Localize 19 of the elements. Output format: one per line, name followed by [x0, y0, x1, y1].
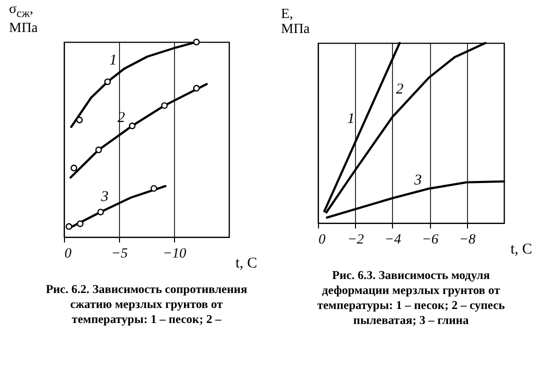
x-tick-label: 0 — [64, 246, 72, 262]
y-axis-title: E, МПа — [281, 7, 311, 37]
series-label: 1 — [109, 52, 117, 69]
text: Рис. 6.2. Зависимость сопротивления сжатию мерзлых грунтов от температуры: 1 – песок; 2 – — [46, 282, 248, 326]
x-tick-label: −5 — [111, 246, 128, 262]
series-label: 2 — [396, 81, 404, 98]
series-label: 3 — [413, 172, 422, 189]
y-axis-title: σ$_{сж}$, МПа — [9, 2, 39, 36]
x-tick-label: −4 — [384, 232, 402, 248]
x-tick-label: −2 — [347, 232, 364, 248]
x-tick-label: −6 — [422, 232, 438, 248]
x-axis-title: t, C — [236, 256, 258, 272]
text: Рис. 6.3. Зависимость модуля деформации мерзлых грунтов от температуры: 1 – песок; 2 – супесь пылеватая; 3 – глина — [317, 268, 506, 327]
series-label: 3 — [100, 188, 108, 205]
x-tick-label: −10 — [162, 246, 186, 262]
x-tick-label: 0 — [318, 232, 326, 248]
x-tick-label: −8 — [459, 232, 476, 248]
x-axis-title: t, C — [510, 242, 532, 258]
series-label: 1 — [347, 111, 355, 128]
